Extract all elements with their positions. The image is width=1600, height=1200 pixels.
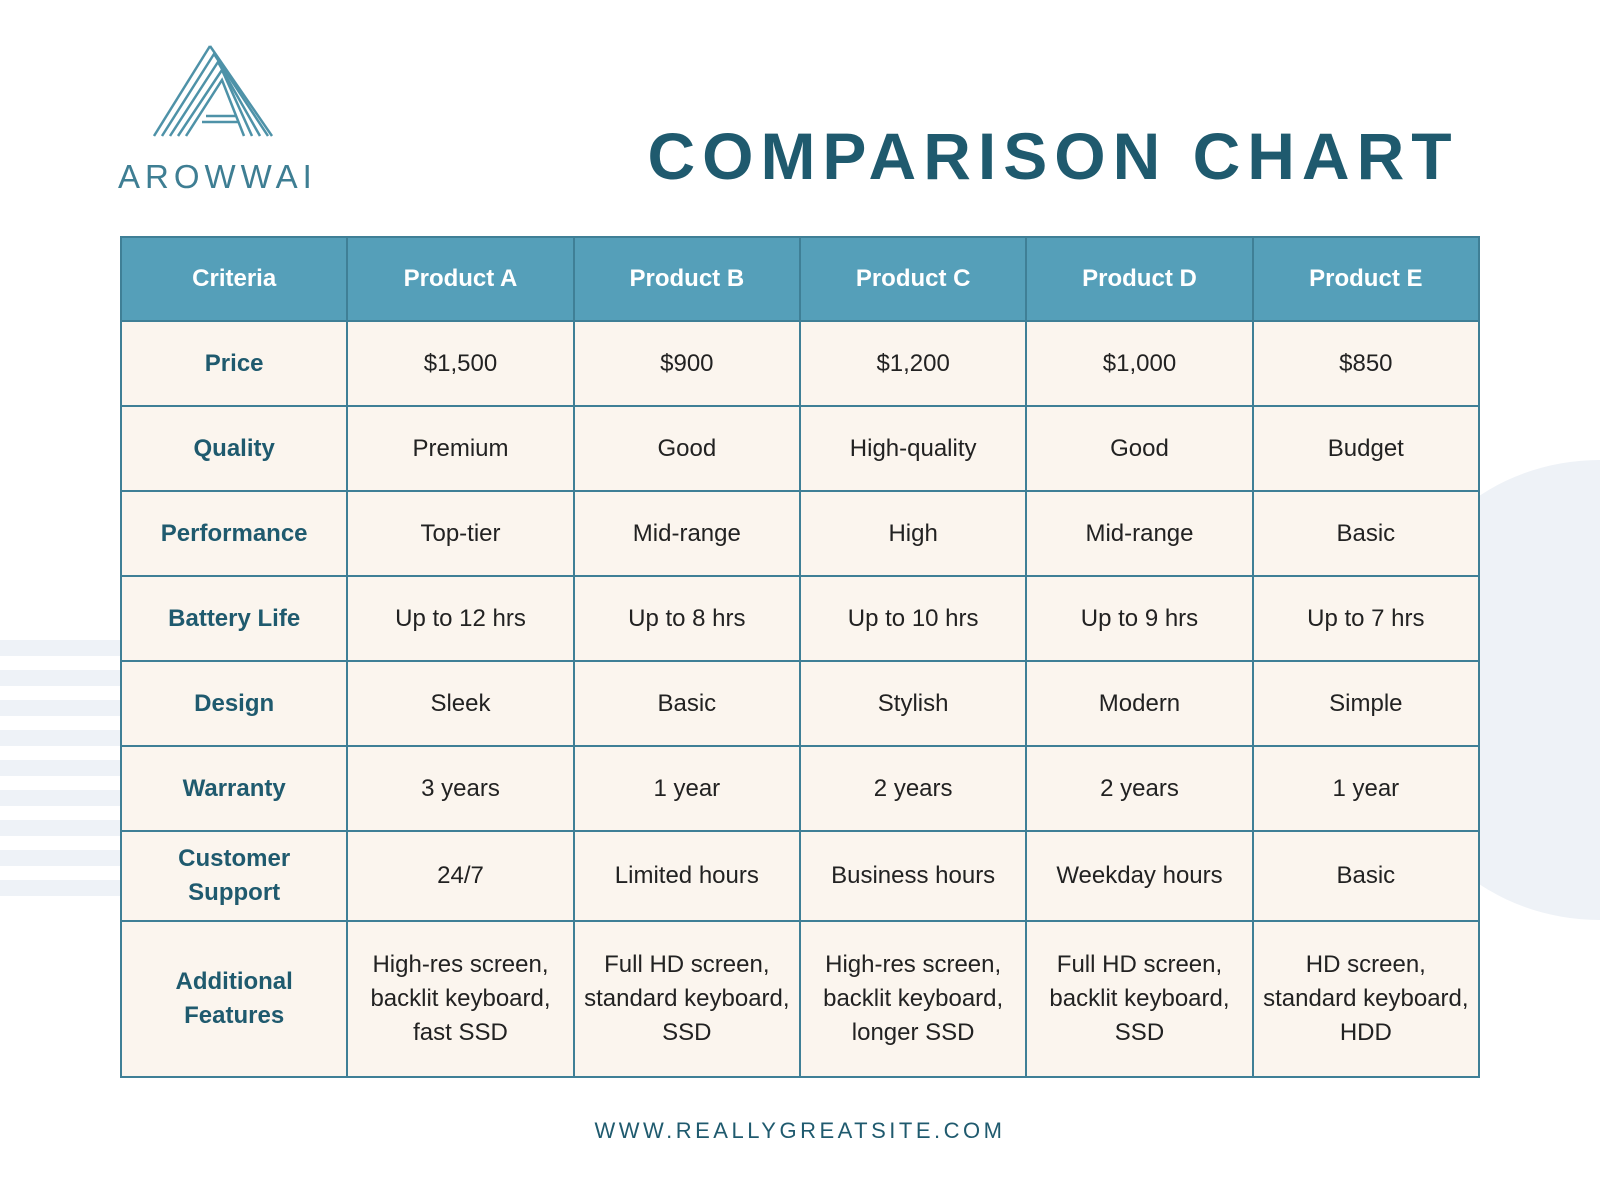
criteria-cell: Design (119, 660, 349, 747)
value-cell: Sleek (346, 660, 575, 747)
value-cell: 1 year (572, 745, 801, 832)
value-cell: Basic (572, 660, 801, 747)
criteria-cell: Customer Support (119, 830, 349, 922)
value-cell: Modern (1025, 660, 1254, 747)
value-cell: 3 years (346, 745, 575, 832)
value-cell: Full HD screen, backlit keyboard, SSD (1025, 920, 1254, 1078)
value-cell: $1,000 (1025, 320, 1254, 407)
table-row: Customer Support 24/7 Limited hours Busines… (119, 830, 1481, 922)
value-cell: Simple (1251, 660, 1481, 747)
criteria-cell: Performance (119, 490, 349, 577)
value-cell: Good (1025, 405, 1254, 492)
value-cell: 24/7 (346, 830, 575, 922)
value-cell: 1 year (1251, 745, 1481, 832)
value-cell: Basic (1251, 830, 1481, 922)
value-cell: 2 years (798, 745, 1028, 832)
table-row: Price $1,500 $900 $1,200 $1,000 $850 (119, 320, 1481, 407)
value-cell: Up to 9 hrs (1025, 575, 1254, 662)
column-header: Product C (798, 236, 1028, 322)
value-cell: Stylish (798, 660, 1028, 747)
brand-logo: AROWWAI (118, 40, 312, 195)
value-cell: High-res screen, backlit keyboard, fast … (346, 920, 575, 1078)
table-row: Design Sleek Basic Stylish Modern Simple (119, 660, 1481, 747)
criteria-cell: Quality (119, 405, 349, 492)
value-cell: Mid-range (1025, 490, 1254, 577)
column-header: Product B (572, 236, 801, 322)
value-cell: $1,500 (346, 320, 575, 407)
column-header: Product A (346, 236, 575, 322)
value-cell: High (798, 490, 1028, 577)
value-cell: Limited hours (572, 830, 801, 922)
value-cell: Good (572, 405, 801, 492)
value-cell: Top-tier (346, 490, 575, 577)
value-cell: Mid-range (572, 490, 801, 577)
criteria-cell: Warranty (119, 745, 349, 832)
background-stripes-decoration (0, 640, 160, 940)
value-cell: Full HD screen, standard keyboard, SSD (572, 920, 801, 1078)
stacked-triangle-a-logo-icon (152, 45, 274, 137)
value-cell: $900 (572, 320, 801, 407)
criteria-cell: Price (119, 320, 349, 407)
criteria-cell: Additional Features (119, 920, 349, 1078)
value-cell: Business hours (798, 830, 1028, 922)
website-url: WWW.REALLYGREATSITE.COM (594, 1118, 1006, 1143)
table-row: Additional Features High-res screen, back… (119, 920, 1481, 1078)
value-cell: Up to 10 hrs (798, 575, 1028, 662)
value-cell: Up to 8 hrs (572, 575, 801, 662)
column-header: Product D (1025, 236, 1254, 322)
column-header: Criteria (119, 236, 349, 322)
table-row: Performance Top-tier Mid-range High Mid-rang… (119, 490, 1481, 577)
value-cell: Weekday hours (1025, 830, 1254, 922)
criteria-cell: Battery Life (119, 575, 349, 662)
comparison-table: Criteria Product A Product B Product C P… (119, 236, 1481, 1078)
column-header: Product E (1251, 236, 1481, 322)
value-cell: High-res screen, backlit keyboard, longe… (798, 920, 1028, 1078)
value-cell: Basic (1251, 490, 1481, 577)
value-cell: HD screen, standard keyboard, HDD (1251, 920, 1481, 1078)
page-title: COMPARISON CHART (647, 119, 1459, 193)
table-row: Battery Life Up to 12 hrs Up to 8 hrs Up to… (119, 575, 1481, 662)
table-header-row: Criteria Product A Product B Product C P… (119, 236, 1481, 322)
value-cell: High-quality (798, 405, 1028, 492)
table-row: Warranty 3 years 1 year 2 years 2 years 1 yea… (119, 745, 1481, 832)
value-cell: Up to 12 hrs (346, 575, 575, 662)
value-cell: $850 (1251, 320, 1481, 407)
value-cell: $1,200 (798, 320, 1028, 407)
value-cell: Up to 7 hrs (1251, 575, 1481, 662)
value-cell: Budget (1251, 405, 1481, 492)
value-cell: 2 years (1025, 745, 1254, 832)
brand-name: AROWWAI (118, 158, 317, 195)
value-cell: Premium (346, 405, 575, 492)
table-row: Quality Premium Good High-quality Good Budget (119, 405, 1481, 492)
